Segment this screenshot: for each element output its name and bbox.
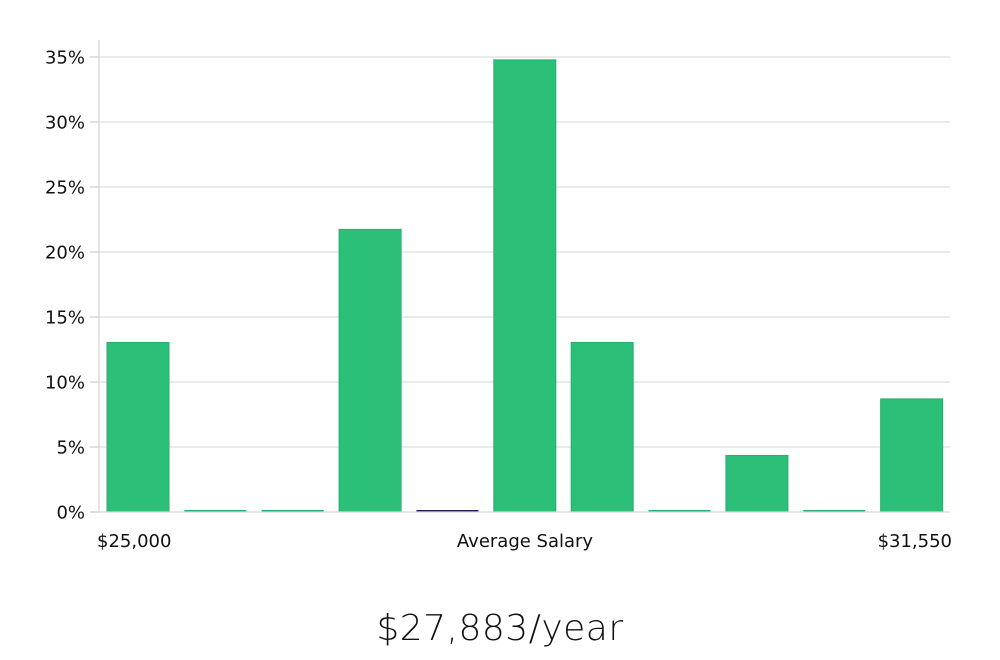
average-salary-marker [416,510,479,512]
histogram-bar-empty [261,510,324,512]
y-tick-label: 30% [45,113,85,134]
x-min-label: $25,000 [97,531,171,552]
x-axis-title: Average Salary [457,531,594,552]
y-tick-label: 35% [45,48,85,69]
histogram-bar [880,398,944,513]
histogram-bar-empty [184,510,247,512]
average-salary-summary: $27,883/year [376,608,624,649]
y-tick-label: 15% [45,308,85,329]
histogram-bar-empty [648,510,711,512]
y-tick-label: 20% [45,243,85,264]
histogram-bar [570,341,634,513]
histogram-bar [725,454,789,513]
salary-histogram-chart: 0% 5% 10% 15% 20% 25% 30% 35% $25,000 Average S… [45,40,952,552]
y-axis-ticks: 0% 5% 10% 15% 20% 25% 30% 35% [45,48,99,524]
histogram-bar [106,341,170,513]
x-max-label: $31,550 [878,531,952,552]
histogram-bar-empty [803,510,866,512]
histogram-bar [338,228,402,513]
bars [106,59,944,513]
y-tick-label: 25% [45,178,85,199]
y-tick-label: 5% [56,438,85,459]
y-tick-label: 10% [45,373,85,394]
y-tick-label: 0% [56,503,85,524]
histogram-bar [493,59,557,513]
